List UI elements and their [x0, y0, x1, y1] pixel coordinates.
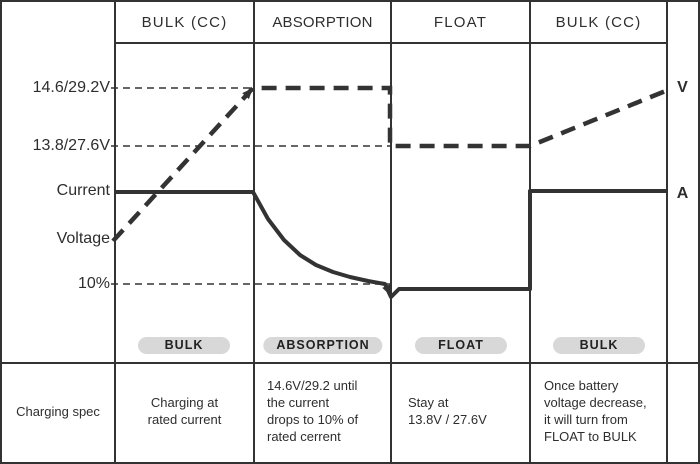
axis-label-10-percent: 10% — [77, 275, 110, 292]
spec-cell-absorption: 14.6V/29.2 until the current drops to 10… — [267, 378, 359, 444]
axis-label-float-voltage: 13.8/27.6V — [32, 137, 110, 154]
stage-pill-bulk-2: BULK — [553, 337, 645, 354]
stage-pill-absorption: ABSORPTION — [263, 337, 383, 354]
grid-line-vertical — [114, 2, 116, 462]
spec-row-label: Charging spec — [16, 403, 100, 419]
axis-label-v: V — [677, 79, 688, 96]
grid-line-vertical — [666, 2, 668, 462]
grid-line-vertical — [253, 2, 255, 462]
axis-label-a: A — [676, 185, 689, 202]
axis-label-absorption-voltage: 14.6/29.2V — [32, 79, 110, 96]
stage-pill-bulk-1: BULK — [138, 337, 230, 354]
header-divider-line — [114, 42, 668, 44]
phase-header-bulk-2: BULK (CC) — [555, 13, 642, 31]
grid-line-vertical — [390, 2, 392, 462]
phase-header-float: FLOAT — [433, 13, 488, 31]
phase-header-absorption: ABSORPTION — [272, 13, 373, 31]
spec-cell-bulk-2: Once battery voltage decrease, it will t… — [544, 378, 647, 444]
spec-table-divider-line — [2, 362, 698, 364]
phase-header-bulk-1: BULK (CC) — [141, 13, 228, 31]
axis-label-current: Current — [56, 182, 110, 199]
stage-pill-float: FLOAT — [415, 337, 507, 354]
axis-label-voltage: Voltage — [56, 230, 110, 247]
spec-cell-float: Stay at 13.8V / 27.6V — [408, 395, 487, 427]
spec-cell-bulk-1: Charging at rated current — [147, 395, 222, 427]
